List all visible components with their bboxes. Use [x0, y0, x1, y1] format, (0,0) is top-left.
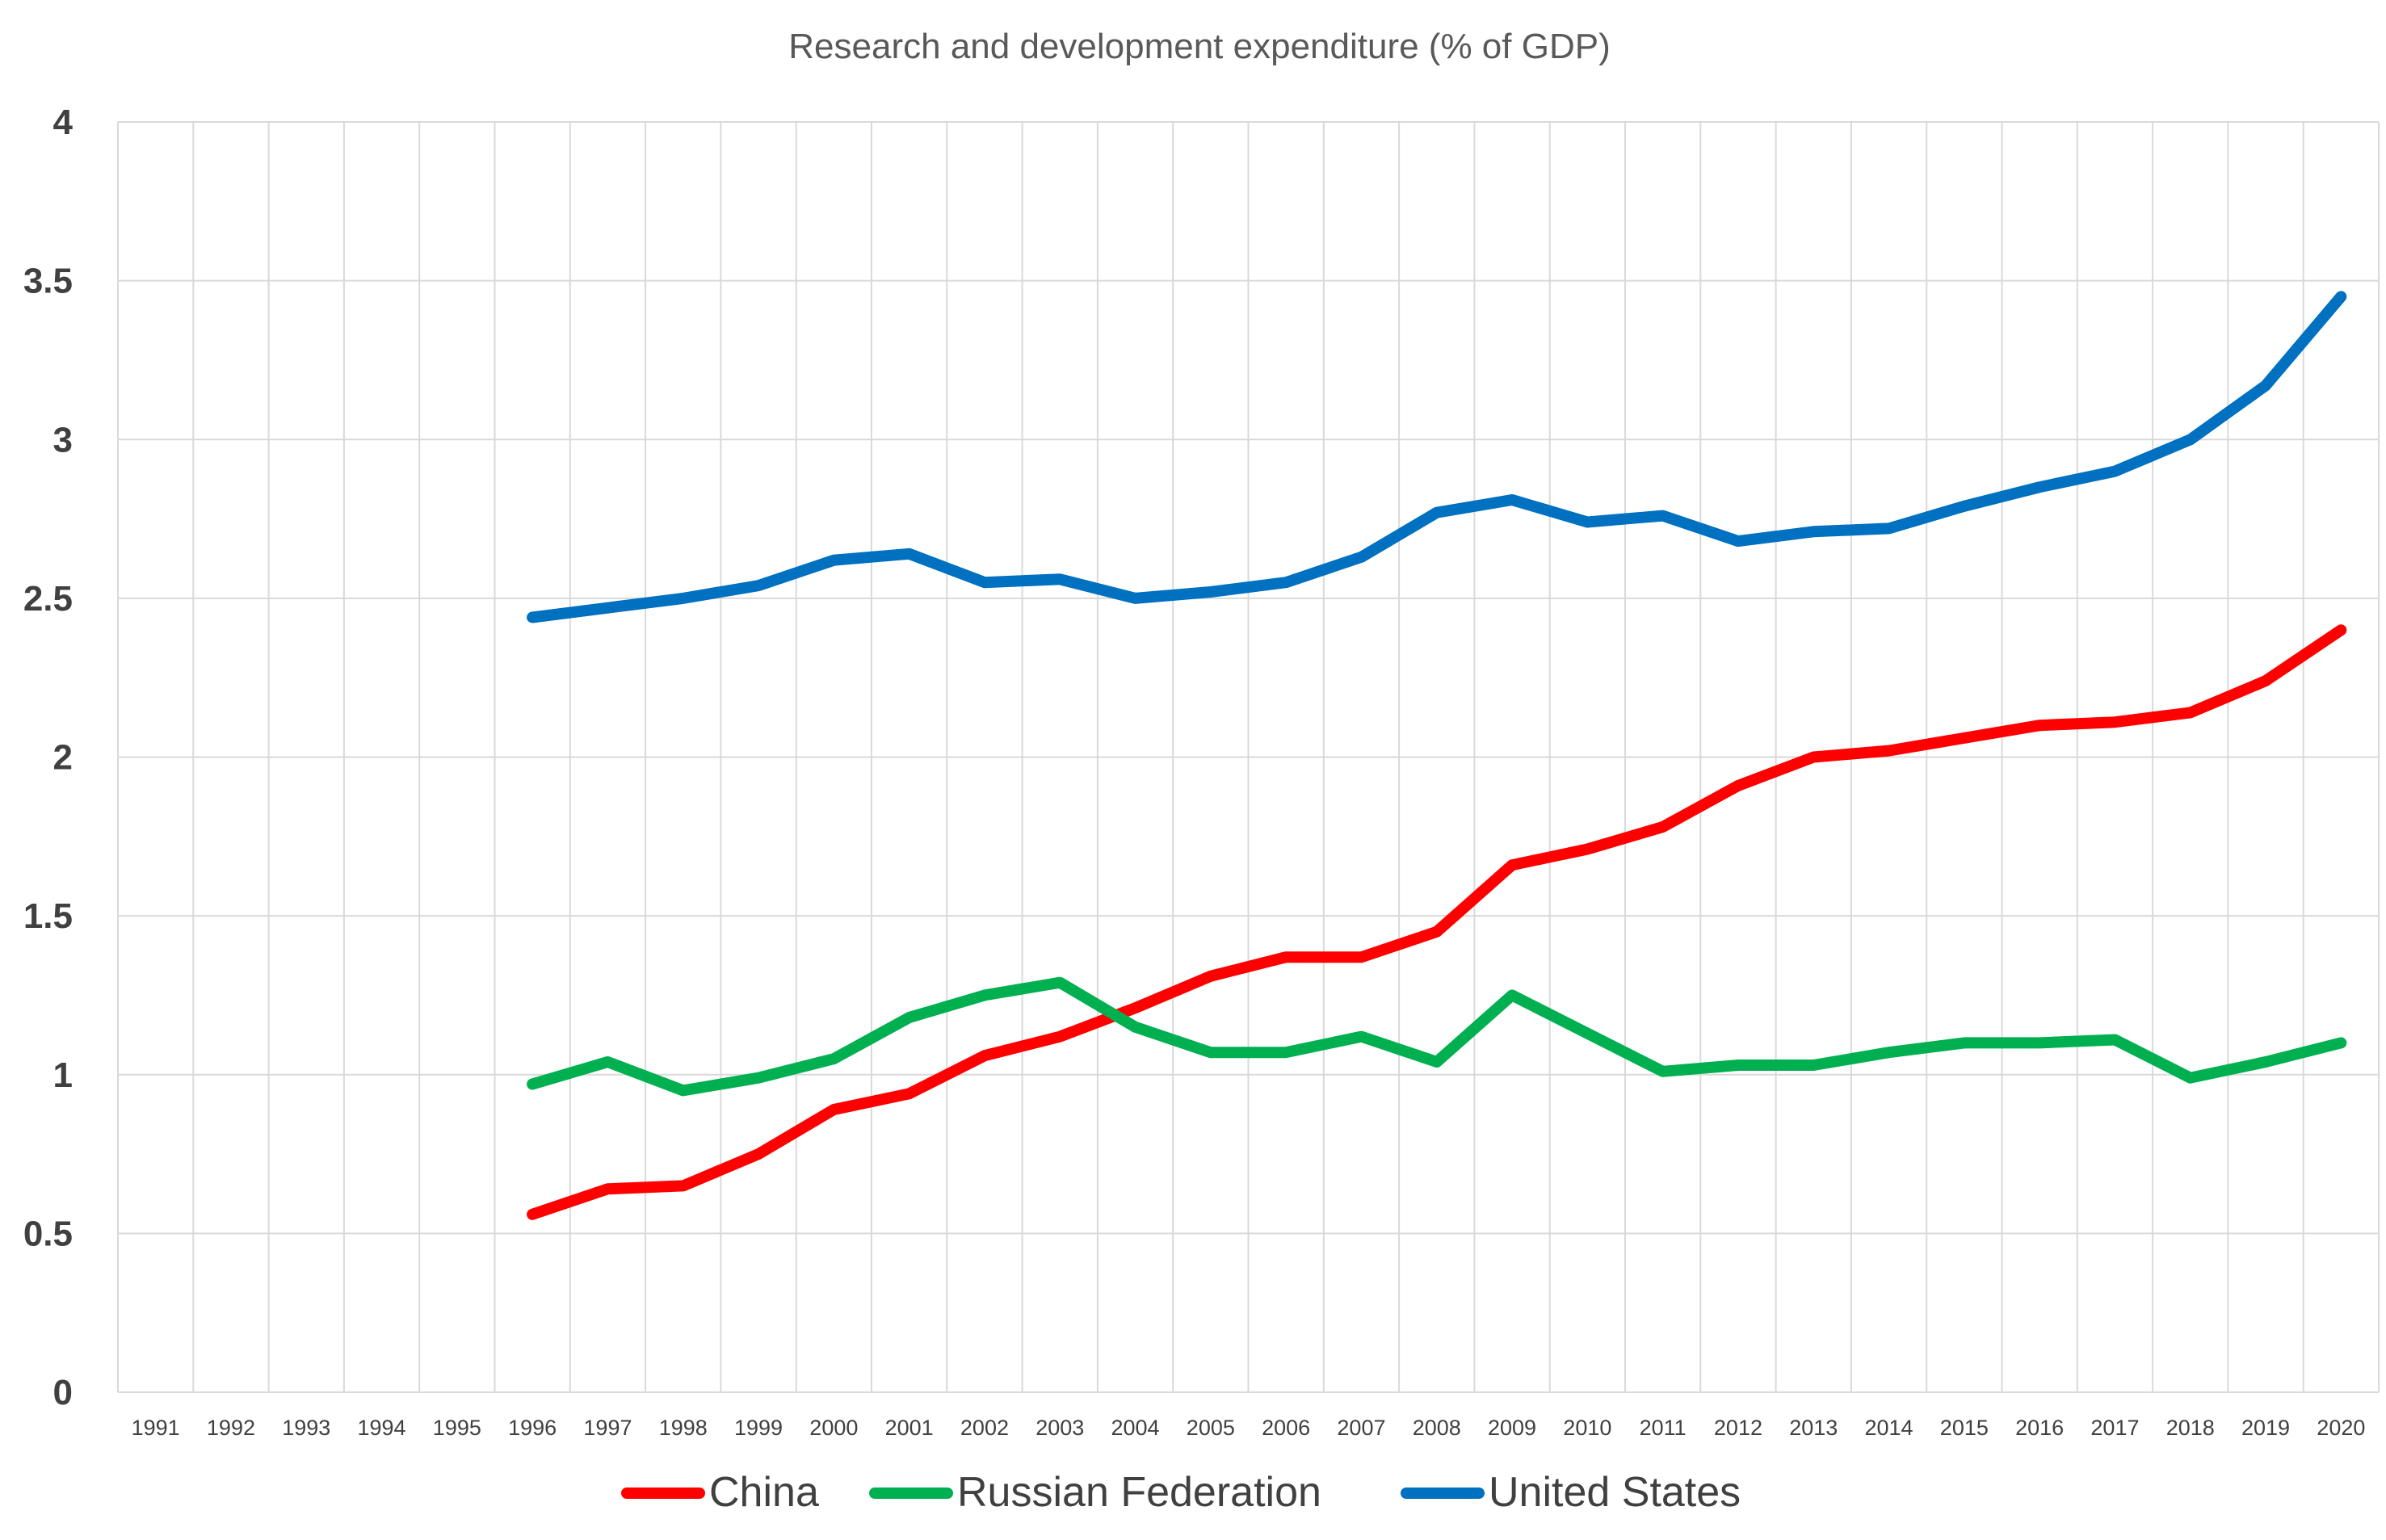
x-tick-label: 2002: [960, 1416, 1009, 1440]
x-tick-label: 2007: [1337, 1416, 1385, 1440]
x-tick-label: 1991: [132, 1416, 180, 1440]
legend-label: Russian Federation: [957, 1469, 1321, 1516]
x-tick-label: 1992: [207, 1416, 255, 1440]
x-tick-label: 2019: [2241, 1416, 2290, 1440]
x-tick-label: 1998: [659, 1416, 708, 1440]
x-tick-label: 2013: [1789, 1416, 1838, 1440]
x-tick-label: 2004: [1111, 1416, 1160, 1440]
y-tick-label: 1: [53, 1055, 73, 1095]
series-lines: [527, 291, 2347, 1220]
x-tick-label: 2005: [1187, 1416, 1235, 1440]
x-tick-label: 2016: [2015, 1416, 2064, 1440]
y-tick-label: 2.5: [23, 579, 73, 619]
legend-label: China: [709, 1469, 819, 1516]
x-tick-label: 2001: [885, 1416, 934, 1440]
series-line-united-states: [527, 291, 2347, 623]
x-tick-label: 2008: [1413, 1416, 1461, 1440]
y-tick-label: 3.5: [23, 262, 73, 301]
x-tick-label: 1997: [583, 1416, 632, 1440]
chart-title: Research and development expenditure (% …: [788, 27, 1610, 66]
x-tick-label: 1995: [433, 1416, 481, 1440]
y-tick-label: 1.5: [23, 896, 73, 936]
y-tick-label: 0.5: [23, 1214, 73, 1253]
x-tick-label: 1993: [282, 1416, 330, 1440]
series-line-russian-federation: [527, 976, 2347, 1097]
x-tick-label: 2010: [1563, 1416, 1611, 1440]
x-tick-label: 2009: [1488, 1416, 1536, 1440]
y-tick-label: 0: [53, 1373, 73, 1412]
x-tick-label: 2014: [1865, 1416, 1913, 1440]
y-tick-label: 3: [53, 420, 73, 459]
y-axis-ticks: 0 0.5 1 1.5 2 2.5 3 3.5 4: [23, 103, 74, 1412]
x-tick-label: 1996: [508, 1416, 557, 1440]
x-tick-label: 1994: [358, 1416, 406, 1440]
x-tick-label: 2012: [1714, 1416, 1762, 1440]
gridlines: [117, 121, 2380, 1393]
x-tick-label: 2006: [1262, 1416, 1310, 1440]
x-tick-label: 2015: [1940, 1416, 1989, 1440]
legend: China Russian Federation United States: [621, 1469, 1741, 1516]
x-tick-label: 2020: [2317, 1416, 2365, 1440]
series-line-china: [527, 624, 2347, 1220]
x-tick-label: 2003: [1035, 1416, 1084, 1440]
y-tick-label: 2: [53, 738, 73, 778]
legend-label: United States: [1489, 1469, 1741, 1516]
x-axis-ticks: 1991 1992 1993 1994 1995 1996 1997 1998 1999 2000…: [132, 1416, 2366, 1440]
x-tick-label: 2011: [1640, 1416, 1687, 1440]
x-tick-label: 2018: [2166, 1416, 2215, 1440]
x-tick-label: 2017: [2090, 1416, 2139, 1440]
y-tick-label: 4: [53, 103, 74, 142]
x-tick-label: 1999: [734, 1416, 783, 1440]
x-tick-label: 2000: [809, 1416, 858, 1440]
